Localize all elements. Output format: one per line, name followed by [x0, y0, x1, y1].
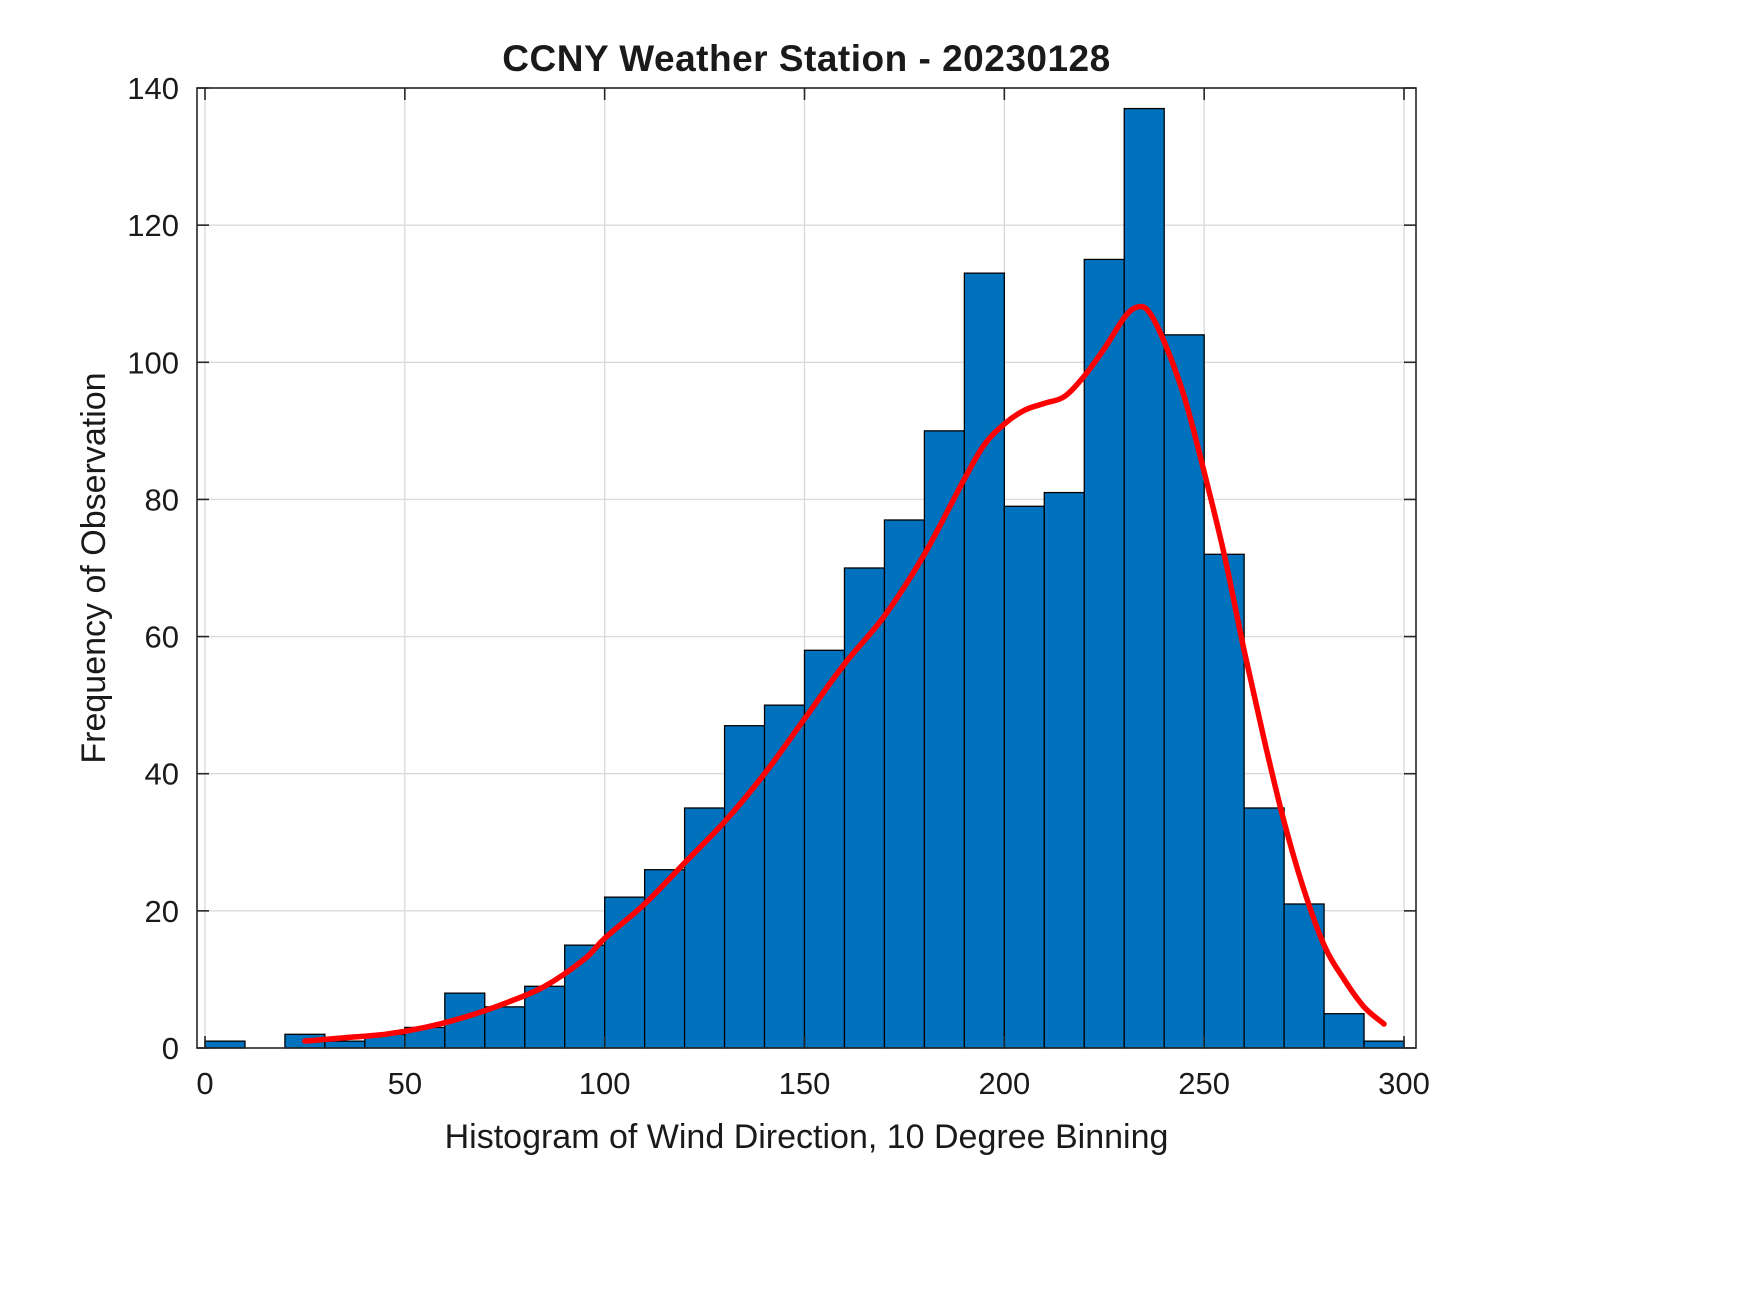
x-tick-label: 0 — [196, 1066, 213, 1101]
histogram-bar — [1323, 1013, 1365, 1049]
y-tick-label: 0 — [162, 1031, 179, 1066]
x-tick-label: 300 — [1378, 1066, 1430, 1101]
x-tick-label: 100 — [579, 1066, 631, 1101]
y-tick-label: 100 — [127, 345, 179, 380]
histogram-bar — [1083, 258, 1125, 1049]
histogram-bar — [204, 1040, 246, 1049]
y-tick-label: 120 — [127, 208, 179, 243]
x-tick-label: 50 — [388, 1066, 422, 1101]
histogram-bar — [1043, 491, 1085, 1049]
histogram-bar — [1123, 107, 1165, 1049]
histogram-bar — [683, 807, 726, 1049]
y-tick-label: 80 — [145, 482, 179, 517]
histogram-bar — [1363, 1040, 1405, 1049]
histogram-bar — [803, 649, 846, 1049]
histogram-bar — [843, 567, 886, 1049]
x-tick-label: 200 — [978, 1066, 1030, 1101]
plot-border — [196, 87, 1417, 1049]
density-curve — [302, 303, 1387, 1044]
y-tick-label: 60 — [145, 620, 179, 655]
histogram-bar — [963, 272, 1005, 1049]
histogram-bar — [324, 1040, 366, 1049]
chart-title: CCNY Weather Station - 20230128 — [502, 38, 1111, 79]
histogram-bar — [1243, 807, 1285, 1049]
x-axis-title: Histogram of Wind Direction, 10 Degree B… — [444, 1118, 1169, 1156]
y-tick-label: 40 — [145, 757, 179, 792]
histogram-bar — [723, 725, 766, 1049]
histogram-bar — [923, 430, 966, 1049]
x-tick-label: 250 — [1178, 1066, 1230, 1101]
histogram-bar — [763, 704, 806, 1049]
y-tick-label: 20 — [145, 894, 179, 929]
histogram-bar — [524, 985, 566, 1049]
y-tick-label: 140 — [127, 71, 179, 106]
histogram-bar — [1003, 505, 1045, 1049]
histogram-bar — [1203, 553, 1245, 1049]
y-axis-title: Frequency of Observation — [75, 372, 113, 764]
histogram-bar — [883, 519, 926, 1049]
x-tick-label: 150 — [779, 1066, 831, 1101]
histogram-bar — [484, 1006, 526, 1049]
